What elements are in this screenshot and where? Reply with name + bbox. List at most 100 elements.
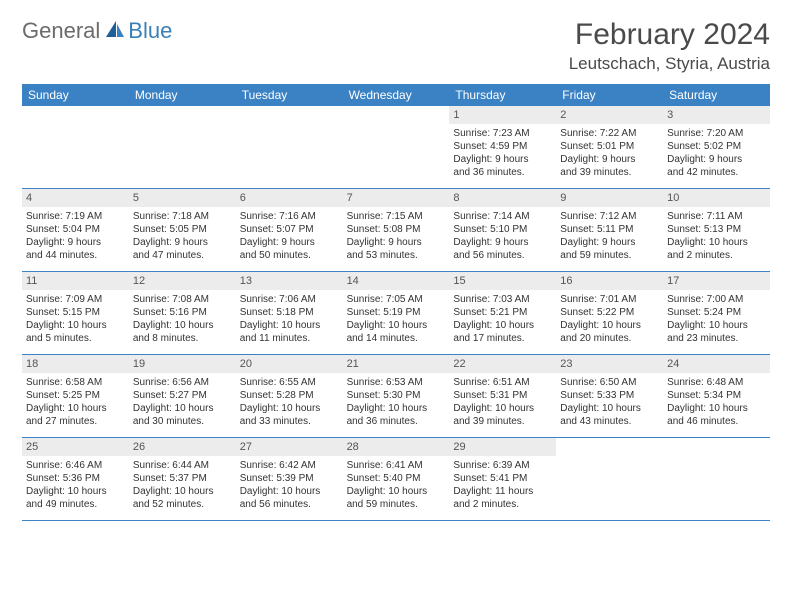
week-row: 18Sunrise: 6:58 AMSunset: 5:25 PMDayligh… bbox=[22, 355, 770, 438]
daylight-line: Daylight: 10 hours bbox=[560, 319, 659, 332]
daylight-line: and 39 minutes. bbox=[453, 415, 552, 428]
sunrise-line: Sunrise: 7:18 AM bbox=[133, 210, 232, 223]
sunset-line: Sunset: 5:37 PM bbox=[133, 472, 232, 485]
day-cell: 15Sunrise: 7:03 AMSunset: 5:21 PMDayligh… bbox=[449, 272, 556, 354]
sunset-line: Sunset: 5:25 PM bbox=[26, 389, 125, 402]
day-number: 7 bbox=[343, 189, 450, 207]
daylight-line: Daylight: 10 hours bbox=[560, 402, 659, 415]
daylight-line: Daylight: 9 hours bbox=[347, 236, 446, 249]
daylight-line: Daylight: 10 hours bbox=[347, 402, 446, 415]
daylight-line: and 11 minutes. bbox=[240, 332, 339, 345]
daylight-line: Daylight: 9 hours bbox=[560, 236, 659, 249]
day-number: 22 bbox=[449, 355, 556, 373]
sunset-line: Sunset: 5:02 PM bbox=[667, 140, 766, 153]
day-number: 14 bbox=[343, 272, 450, 290]
sunrise-line: Sunrise: 6:39 AM bbox=[453, 459, 552, 472]
day-body: Sunrise: 6:39 AMSunset: 5:41 PMDaylight:… bbox=[453, 459, 552, 511]
brand-text-general: General bbox=[22, 18, 100, 44]
sunrise-line: Sunrise: 7:12 AM bbox=[560, 210, 659, 223]
sunset-line: Sunset: 5:36 PM bbox=[26, 472, 125, 485]
daylight-line: and 2 minutes. bbox=[667, 249, 766, 262]
daylight-line: Daylight: 10 hours bbox=[667, 402, 766, 415]
sunset-line: Sunset: 5:31 PM bbox=[453, 389, 552, 402]
daylight-line: Daylight: 9 hours bbox=[667, 153, 766, 166]
sunrise-line: Sunrise: 7:16 AM bbox=[240, 210, 339, 223]
day-cell: 14Sunrise: 7:05 AMSunset: 5:19 PMDayligh… bbox=[343, 272, 450, 354]
daylight-line: and 23 minutes. bbox=[667, 332, 766, 345]
day-number: 8 bbox=[449, 189, 556, 207]
day-cell: 29Sunrise: 6:39 AMSunset: 5:41 PMDayligh… bbox=[449, 438, 556, 520]
daylight-line: Daylight: 10 hours bbox=[453, 402, 552, 415]
day-cell: 13 Sunrise: 7:06 AMSunset: 5:18 PMDayligh… bbox=[236, 272, 343, 354]
sunrise-line: Sunrise: 7:00 AM bbox=[667, 293, 766, 306]
month-title: February 2024 bbox=[569, 18, 770, 52]
day-body: Sunrise: 7:03 AMSunset: 5:21 PMDaylight:… bbox=[453, 293, 552, 345]
day-cell: 6Sunrise: 7:16 AMSunset: 5:07 PMDaylight… bbox=[236, 189, 343, 271]
day-body: Sunrise: 7:06 AMSunset: 5:18 PMDaylight:… bbox=[240, 293, 339, 345]
day-cell: . bbox=[22, 106, 129, 188]
sunset-line: Sunset: 5:27 PM bbox=[133, 389, 232, 402]
daylight-line: and 59 minutes. bbox=[560, 249, 659, 262]
daylight-line: and 43 minutes. bbox=[560, 415, 659, 428]
day-cell: 5Sunrise: 7:18 AMSunset: 5:05 PMDaylight… bbox=[129, 189, 236, 271]
daylight-line: and 36 minutes. bbox=[453, 166, 552, 179]
sunset-line: Sunset: 5:22 PM bbox=[560, 306, 659, 319]
day-cell: 3 Sunrise: 7:20 AMSunset: 5:02 PMDaylight… bbox=[663, 106, 770, 188]
daylight-line: Daylight: 9 hours bbox=[133, 236, 232, 249]
day-cell: 20Sunrise: 6:55 AMSunset: 5:28 PMDayligh… bbox=[236, 355, 343, 437]
daylight-line: and 5 minutes. bbox=[26, 332, 125, 345]
day-cell: . bbox=[556, 438, 663, 520]
sunrise-line: Sunrise: 7:23 AM bbox=[453, 127, 552, 140]
sunset-line: Sunset: 5:11 PM bbox=[560, 223, 659, 236]
day-body: Sunrise: 6:46 AMSunset: 5:36 PMDaylight:… bbox=[26, 459, 125, 511]
day-number: 13 bbox=[236, 272, 343, 290]
weekday-header: Sunday bbox=[22, 84, 129, 106]
sunset-line: Sunset: 5:30 PM bbox=[347, 389, 446, 402]
daylight-line: Daylight: 10 hours bbox=[240, 402, 339, 415]
daylight-line: Daylight: 9 hours bbox=[26, 236, 125, 249]
sunrise-line: Sunrise: 6:48 AM bbox=[667, 376, 766, 389]
weekday-header: Wednesday bbox=[343, 84, 450, 106]
brand-text-blue: Blue bbox=[128, 18, 172, 44]
daylight-line: and 14 minutes. bbox=[347, 332, 446, 345]
calendar: Sunday Monday Tuesday Wednesday Thursday… bbox=[22, 84, 770, 521]
weekday-header: Tuesday bbox=[236, 84, 343, 106]
day-body: Sunrise: 6:55 AMSunset: 5:28 PMDaylight:… bbox=[240, 376, 339, 428]
daylight-line: and 52 minutes. bbox=[133, 498, 232, 511]
daylight-line: Daylight: 11 hours bbox=[453, 485, 552, 498]
daylight-line: and 59 minutes. bbox=[347, 498, 446, 511]
day-number: 3 bbox=[663, 106, 770, 124]
day-body: Sunrise: 7:20 AMSunset: 5:02 PMDaylight:… bbox=[667, 127, 766, 179]
sunrise-line: Sunrise: 6:44 AM bbox=[133, 459, 232, 472]
day-body: Sunrise: 7:09 AMSunset: 5:15 PMDaylight:… bbox=[26, 293, 125, 345]
day-cell: 18Sunrise: 6:58 AMSunset: 5:25 PMDayligh… bbox=[22, 355, 129, 437]
location-subtitle: Leutschach, Styria, Austria bbox=[569, 54, 770, 74]
day-cell: 17Sunrise: 7:00 AMSunset: 5:24 PMDayligh… bbox=[663, 272, 770, 354]
daylight-line: Daylight: 9 hours bbox=[240, 236, 339, 249]
daylight-line: Daylight: 10 hours bbox=[667, 236, 766, 249]
week-row: 11Sunrise: 7:09 AMSunset: 5:15 PMDayligh… bbox=[22, 272, 770, 355]
day-body: Sunrise: 6:44 AMSunset: 5:37 PMDaylight:… bbox=[133, 459, 232, 511]
daylight-line: Daylight: 10 hours bbox=[347, 319, 446, 332]
day-cell: 11Sunrise: 7:09 AMSunset: 5:15 PMDayligh… bbox=[22, 272, 129, 354]
sunset-line: Sunset: 4:59 PM bbox=[453, 140, 552, 153]
day-number: 26 bbox=[129, 438, 236, 456]
daylight-line: Daylight: 9 hours bbox=[453, 236, 552, 249]
day-cell: 7Sunrise: 7:15 AMSunset: 5:08 PMDaylight… bbox=[343, 189, 450, 271]
sunset-line: Sunset: 5:13 PM bbox=[667, 223, 766, 236]
sunrise-line: Sunrise: 7:06 AM bbox=[240, 293, 339, 306]
day-cell: . bbox=[236, 106, 343, 188]
daylight-line: and 33 minutes. bbox=[240, 415, 339, 428]
day-number: 5 bbox=[129, 189, 236, 207]
daylight-line: Daylight: 10 hours bbox=[26, 402, 125, 415]
sunrise-line: Sunrise: 7:22 AM bbox=[560, 127, 659, 140]
sunset-line: Sunset: 5:24 PM bbox=[667, 306, 766, 319]
daylight-line: and 17 minutes. bbox=[453, 332, 552, 345]
daylight-line: and 56 minutes. bbox=[240, 498, 339, 511]
sunset-line: Sunset: 5:19 PM bbox=[347, 306, 446, 319]
day-cell: 22Sunrise: 6:51 AMSunset: 5:31 PMDayligh… bbox=[449, 355, 556, 437]
sunset-line: Sunset: 5:18 PM bbox=[240, 306, 339, 319]
sunset-line: Sunset: 5:39 PM bbox=[240, 472, 339, 485]
daylight-line: Daylight: 10 hours bbox=[133, 402, 232, 415]
day-number: 28 bbox=[343, 438, 450, 456]
